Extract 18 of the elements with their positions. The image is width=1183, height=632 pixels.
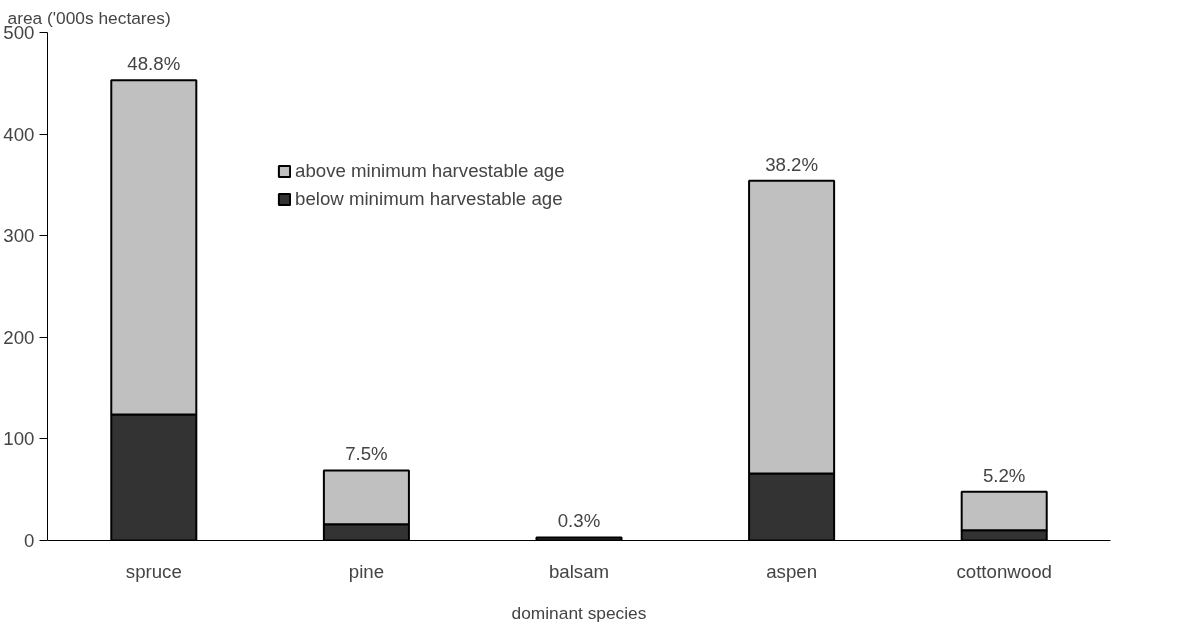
y-tick-label: 400 (3, 123, 35, 145)
annotation: 0.3% (557, 510, 601, 532)
x-tick-label: spruce (125, 560, 182, 582)
annotation: 7.5% (345, 443, 388, 465)
y-tick-label: 200 (3, 326, 35, 348)
annotation: 5.2% (982, 464, 1026, 486)
annotation: 38.2% (765, 153, 819, 175)
x-tick-label: balsam (548, 560, 610, 582)
y-tick-label: 100 (3, 428, 35, 450)
x-axis-title: dominant species (511, 602, 647, 623)
x-tick-label: aspen (766, 560, 818, 582)
legend-label: below minimum harvestable age (295, 188, 563, 210)
y-tick-label: 0 (24, 530, 35, 551)
y-tick-label: 300 (3, 225, 35, 247)
annotation: 48.8% (127, 53, 181, 75)
x-tick-label: cottonwood (956, 560, 1052, 582)
x-tick-label: pine (348, 560, 385, 582)
legend-label: above minimum harvestable age (295, 160, 565, 182)
